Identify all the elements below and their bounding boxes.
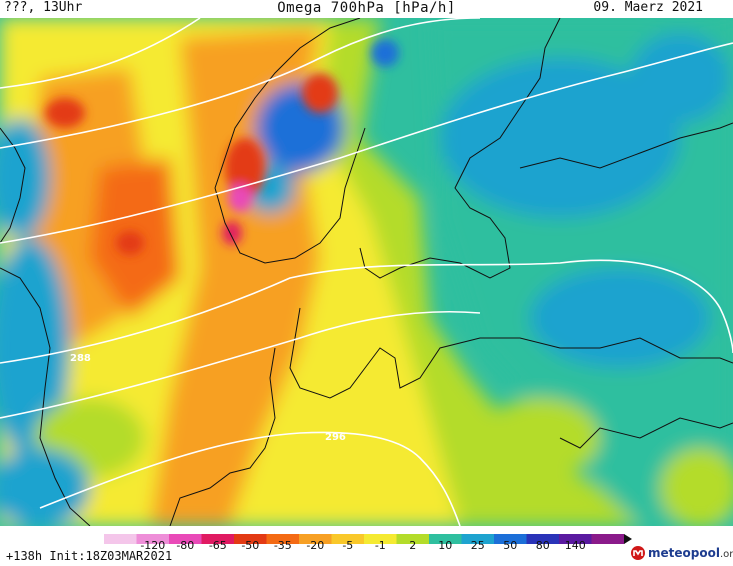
colorbar-tick-label: -120: [140, 539, 166, 552]
colorbar-tick-label: -20: [306, 539, 325, 552]
colorbar-tick-label: 50: [503, 539, 518, 552]
colorbar-tick-label: -35: [273, 539, 292, 552]
colorbar-segment: [331, 534, 365, 544]
meteopool-logo[interactable]: meteopool.org: [630, 545, 733, 561]
colorbar-segment: [169, 534, 202, 544]
colorbar-tick-label: 2: [409, 539, 417, 552]
colorbar-tick-label: -1: [374, 539, 386, 552]
colorbar-segment: [364, 534, 397, 544]
colorbar-segment: [201, 534, 235, 544]
meteopool-logo-icon: [631, 546, 645, 560]
colorbar-segment: [591, 534, 625, 544]
colorbar-segment: [266, 534, 300, 544]
colorbar-segment: [461, 534, 495, 544]
colorbar-segment: [559, 534, 592, 544]
colorbar-tick-label: 25: [470, 539, 485, 552]
model-run-info: +138h Init:18Z03MAR2021: [6, 549, 173, 563]
colorbar-tick-label: -80: [176, 539, 195, 552]
color-scale-legend: [104, 529, 632, 548]
forecast-date: 09. Maerz 2021: [593, 0, 703, 15]
colorbar-arrow: [624, 534, 632, 544]
colorbar-tick-label: -5: [342, 539, 354, 552]
colorbar-segment: [104, 534, 137, 544]
meteopool-logo-text: meteopool.org: [648, 546, 733, 560]
map-title: Omega 700hPa [hPa/h]: [277, 0, 456, 16]
colorbar-segment: [429, 534, 462, 544]
colorbar-tick-label: -50: [241, 539, 260, 552]
colorbar-segment: [396, 534, 430, 544]
colorbar-tick-label: 140: [564, 539, 586, 552]
colorbar-tick-label: 10: [438, 539, 453, 552]
isoline-label-296: 296: [325, 432, 346, 443]
colorbar-segment: [299, 534, 332, 544]
colorbar-tick-label: 80: [535, 539, 550, 552]
colorbar-segment: [494, 534, 527, 544]
forecast-time: ???, 13Uhr: [4, 0, 83, 15]
colorbar-segment: [234, 534, 267, 544]
colorbar-tick-label: -65: [208, 539, 227, 552]
colorbar-segment: [136, 534, 170, 544]
omega-field-map: 288 296: [0, 18, 733, 526]
isoline-label-288: 288: [70, 353, 91, 364]
colorbar-segment: [526, 534, 560, 544]
